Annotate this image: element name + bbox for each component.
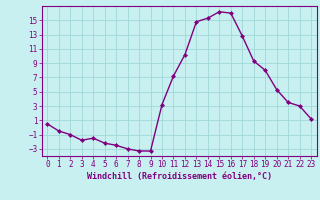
X-axis label: Windchill (Refroidissement éolien,°C): Windchill (Refroidissement éolien,°C)	[87, 172, 272, 181]
